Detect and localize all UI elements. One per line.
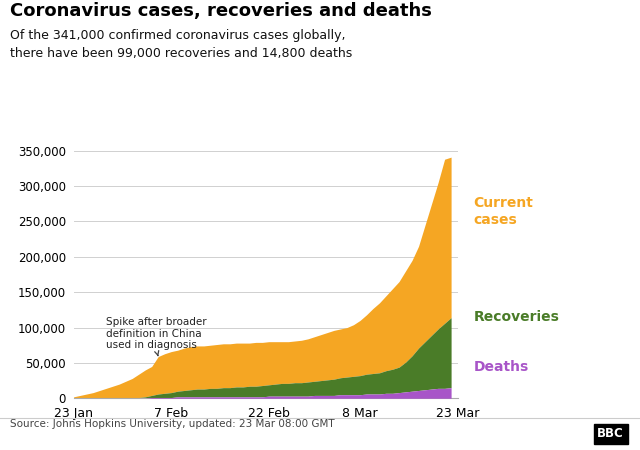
Text: Spike after broader
definition in China
used in diagnosis: Spike after broader definition in China …	[106, 317, 207, 356]
Text: Deaths: Deaths	[474, 360, 529, 374]
Text: Source: Johns Hopkins University, updated: 23 Mar 08:00 GMT: Source: Johns Hopkins University, update…	[10, 419, 334, 429]
Text: BBC: BBC	[597, 428, 624, 440]
Text: Recoveries: Recoveries	[474, 310, 559, 324]
Text: there have been 99,000 recoveries and 14,800 deaths: there have been 99,000 recoveries and 14…	[10, 47, 352, 60]
Text: Current
cases: Current cases	[474, 196, 534, 227]
Text: Coronavirus cases, recoveries and deaths: Coronavirus cases, recoveries and deaths	[10, 2, 431, 20]
Text: Of the 341,000 confirmed coronavirus cases globally,: Of the 341,000 confirmed coronavirus cas…	[10, 29, 345, 42]
